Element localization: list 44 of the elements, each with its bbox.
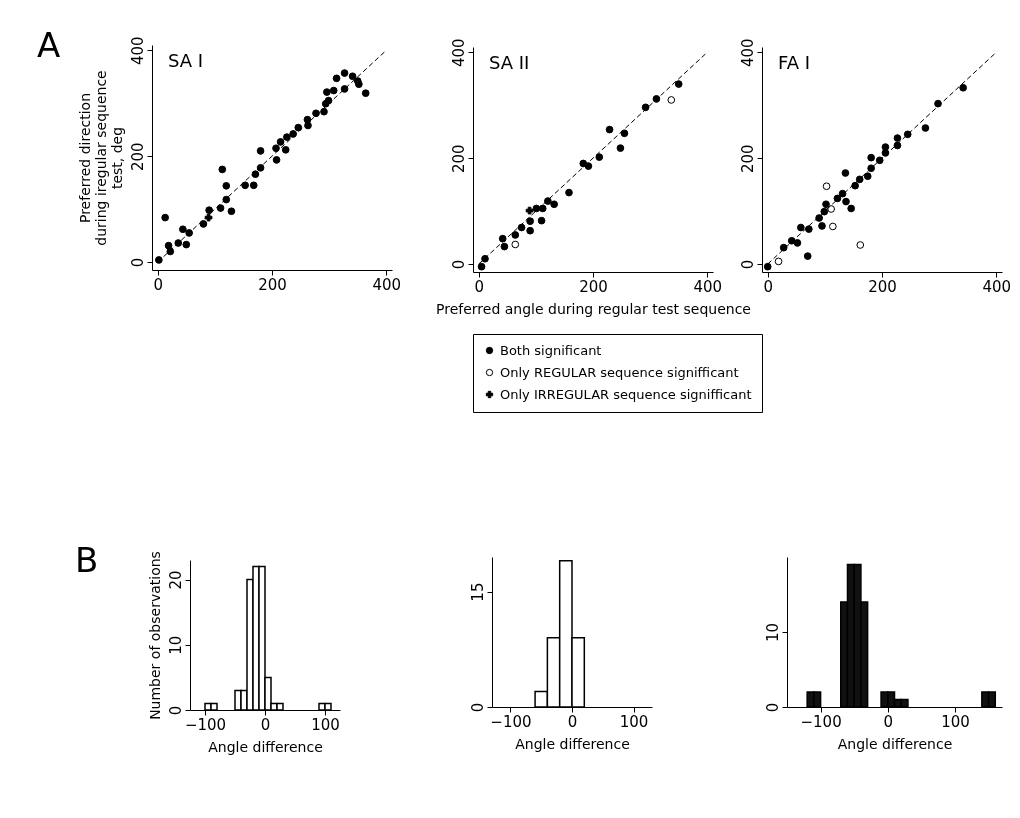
x-tick-label: −100 bbox=[800, 712, 842, 731]
x-tick-label: 0 bbox=[567, 712, 578, 731]
y-axis-title: Number of observations bbox=[146, 551, 163, 720]
chart-title: FA I bbox=[778, 52, 811, 73]
x-tick-label: 0 bbox=[260, 715, 271, 734]
x-tick-label: 0 bbox=[153, 275, 163, 294]
y-tick-label: 400 bbox=[449, 38, 468, 68]
y-tick-label: 200 bbox=[449, 144, 468, 173]
x-axis-title: Angle difference bbox=[837, 735, 953, 752]
x-tick-label: 400 bbox=[982, 277, 1012, 296]
y-tick-label: 0 bbox=[128, 257, 147, 268]
x-axis-title: Preferred angle during regular test sequence bbox=[436, 300, 751, 317]
x-tick-label: −100 bbox=[490, 712, 532, 731]
x-tick-label: 100 bbox=[619, 712, 649, 731]
y-tick-label: 0 bbox=[449, 259, 468, 270]
chart-title: SA I bbox=[168, 50, 204, 71]
legend-label: Only REGULAR sequence signifficant bbox=[500, 364, 739, 380]
chart-title: SA II bbox=[489, 52, 530, 73]
y-tick-label: 10 bbox=[763, 622, 782, 643]
x-tick-label: 400 bbox=[372, 275, 402, 294]
x-tick-label: 100 bbox=[941, 712, 970, 731]
legend-label: Both significant bbox=[500, 342, 602, 358]
x-tick-label: 400 bbox=[693, 277, 723, 296]
x-tick-label: 200 bbox=[579, 277, 608, 296]
x-tick-label: 100 bbox=[311, 715, 340, 734]
text: B bbox=[75, 540, 99, 580]
y-tick-label: 200 bbox=[128, 142, 147, 171]
y-tick-label: 0 bbox=[738, 259, 757, 270]
y-axis-title: Preferred direction during iregular sequence test, deg bbox=[76, 70, 125, 246]
x-axis-title: Angle difference bbox=[208, 738, 323, 755]
x-tick-label: 0 bbox=[883, 712, 894, 731]
y-tick-label: 0 bbox=[166, 705, 185, 716]
x-tick-label: −100 bbox=[184, 715, 227, 734]
y-tick-label: 20 bbox=[166, 570, 185, 590]
y-tick-label: 10 bbox=[166, 635, 185, 655]
y-tick-label: 400 bbox=[128, 36, 147, 66]
y-tick-label: 400 bbox=[738, 38, 757, 68]
y-tick-label: 200 bbox=[738, 144, 757, 173]
x-tick-label: 200 bbox=[258, 275, 287, 294]
x-axis-title: Angle difference bbox=[515, 735, 630, 752]
legend-label: Only IRREGULAR sequence signifficant bbox=[500, 386, 752, 402]
y-tick-label: 15 bbox=[468, 582, 487, 602]
text: A bbox=[37, 25, 61, 65]
x-tick-label: 200 bbox=[868, 277, 897, 296]
